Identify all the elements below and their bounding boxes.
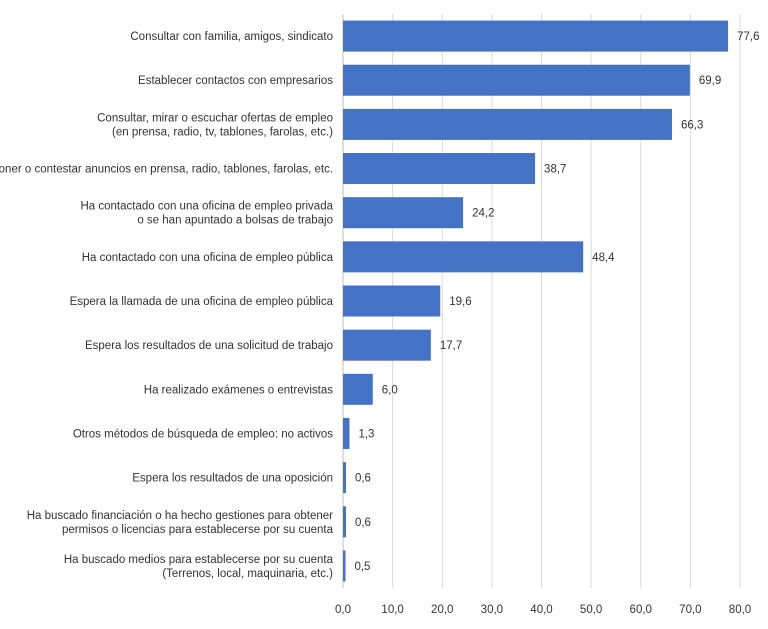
bars [343,20,729,582]
value-label: 6,0 [382,384,398,396]
value-label: 1,3 [358,428,374,440]
category-label: Ha contactado con una oficina de empleo … [82,252,334,264]
x-tick-label: 20,0 [431,604,453,616]
value-label: 77,6 [737,31,759,43]
x-tick-label: 60,0 [630,604,652,616]
bar [343,550,346,582]
category-label: Consultar con familia, amigos, sindicato [130,31,333,43]
bar [343,329,431,361]
category-label: Ha buscado financiación o ha hecho gesti… [27,510,334,536]
category-label: Ha buscado medios para establecerse por … [64,554,334,580]
value-label: 24,2 [472,208,494,220]
value-label: 0,6 [355,473,371,485]
category-label: Espera los resultados de una oposición [132,473,333,485]
category-label: Ha contactado con una oficina de empleo … [80,201,333,227]
category-label: Espera los resultados de una solicitud d… [85,340,333,352]
category-label: Poner o contestar anuncios en prensa, ra… [0,164,333,176]
category-label: Ha realizado exámenes o entrevistas [144,384,333,396]
x-tick-label: 30,0 [481,604,503,616]
bar [343,285,441,317]
x-tick-label: 10,0 [381,604,403,616]
bar [343,373,373,405]
category-labels: Consultar con familia, amigos, sindicato… [0,31,334,580]
value-label: 0,5 [354,561,370,573]
x-tick-label: 70,0 [679,604,701,616]
bar [343,462,346,494]
value-label: 38,7 [544,164,566,176]
bar [343,197,464,229]
x-axis-tick-labels: 0,0 10,0 20,0 30,0 40,0 50,0 60,0 70,0 80,0 [335,604,751,616]
category-label: Otros métodos de búsqueda de empleo: no … [73,428,333,440]
bar [343,241,584,273]
bar [343,20,729,52]
category-label: Espera la llamada de una oficina de empl… [70,296,334,308]
bar [343,64,690,96]
x-tick-label: 50,0 [580,604,602,616]
x-tick-label: 0,0 [335,604,351,616]
bar [343,153,536,185]
value-label: 19,6 [449,296,471,308]
category-label: Consultar, mirar o escuchar ofertas de e… [97,112,333,138]
x-tick-label: 80,0 [729,604,751,616]
value-label: 66,3 [681,119,703,131]
value-label: 69,9 [699,75,721,87]
value-label: 48,4 [592,252,615,264]
bar [343,108,673,140]
bar [343,506,346,538]
value-labels: 77,6 69,9 66,3 38,7 24,2 48,4 19,6 17,7 6,0 1,3 0,… [354,31,759,573]
value-label: 17,7 [440,340,462,352]
bar [343,417,350,449]
category-label: Establecer contactos con empresarios [138,75,333,87]
value-label: 0,6 [355,517,371,529]
x-tick-label: 40,0 [530,604,552,616]
